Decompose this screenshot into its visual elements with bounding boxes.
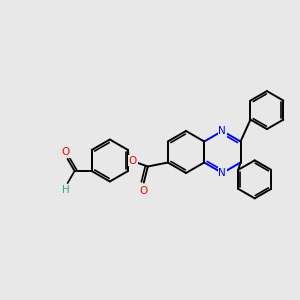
Text: O: O [61, 147, 70, 157]
Text: N: N [218, 126, 226, 136]
Text: O: O [129, 155, 137, 166]
Text: O: O [140, 185, 148, 196]
Text: N: N [218, 168, 226, 178]
Text: H: H [62, 185, 70, 195]
